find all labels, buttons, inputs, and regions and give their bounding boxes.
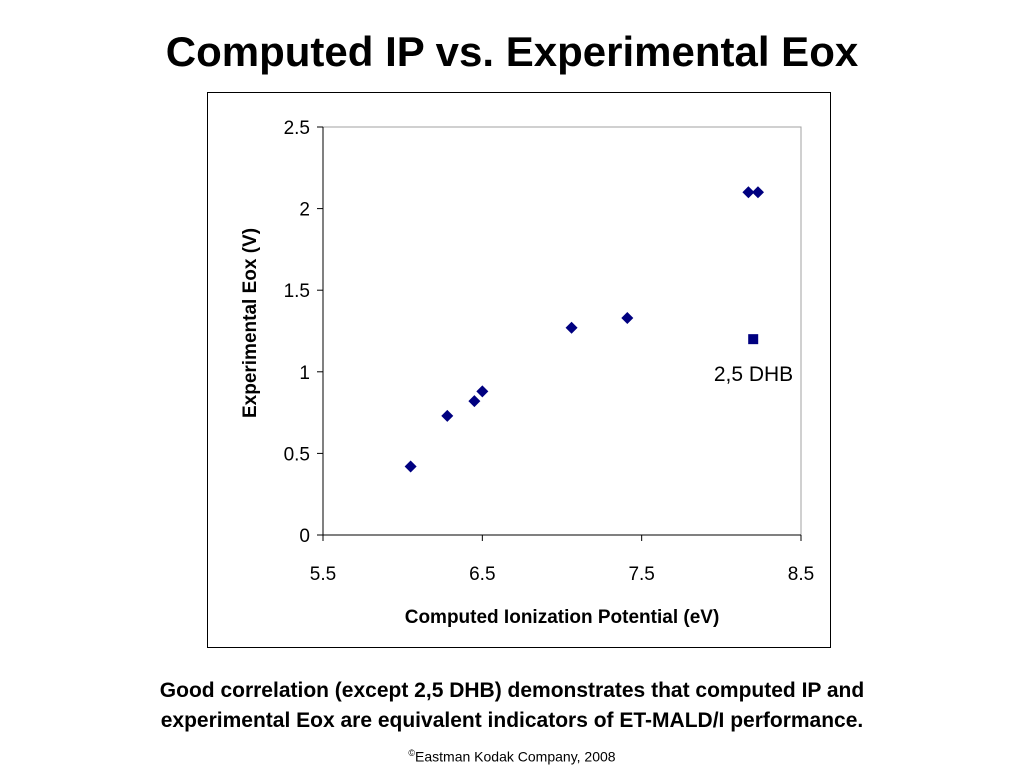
x-axis-title: Computed Ionization Potential (eV)	[405, 607, 720, 628]
x-tick-label: 8.5	[788, 564, 814, 585]
data-point-diamond	[476, 385, 489, 398]
annotation-label: 2,5 DHB	[714, 363, 793, 386]
x-tick-label: 7.5	[628, 564, 654, 585]
scatter-chart: 0 0.5 1 1.5 2 2.5 5.5 6.5 7.5 8.5 Computed Ionizat…	[240, 118, 814, 628]
copyright-symbol: ©	[408, 748, 416, 758]
y-tick-label: 1	[299, 363, 310, 384]
copyright-notice: ©Eastman Kodak Company, 2008	[0, 748, 1024, 765]
y-axis-title: Experimental Eox (V)	[240, 228, 261, 418]
slide-title: Computed IP vs. Experimental Eox	[165, 28, 859, 75]
caption-line-1: Good correlation (except 2,5 DHB) demons…	[159, 679, 865, 702]
y-tick-label: 2.5	[284, 118, 310, 139]
chart-frame: 0 0.5 1 1.5 2 2.5 5.5 6.5 7.5 8.5 Computed Ionizat…	[207, 92, 831, 648]
copyright-text: Eastman Kodak Company, 2008	[415, 748, 616, 765]
y-tick-label: 2	[299, 200, 310, 221]
y-tick-label: 0	[299, 526, 310, 547]
x-tick-label: 6.5	[469, 564, 495, 585]
data-point-square	[748, 334, 759, 345]
data-point-diamond	[742, 186, 755, 199]
data-point-diamond	[565, 321, 578, 334]
data-point-diamond	[751, 186, 764, 199]
x-tick-label: 5.5	[310, 564, 336, 585]
slide-caption: Good correlation (except 2,5 DHB) demons…	[40, 676, 984, 736]
data-point-diamond	[441, 409, 454, 422]
data-point-diamond	[468, 395, 481, 408]
y-tick-label: 1.5	[284, 281, 310, 302]
plot-area	[322, 126, 802, 536]
y-tick-label: 0.5	[284, 444, 310, 465]
data-point-diamond	[404, 460, 417, 473]
data-point-diamond	[621, 311, 634, 324]
caption-line-2: experimental Eox are equivalent indicato…	[160, 709, 864, 732]
